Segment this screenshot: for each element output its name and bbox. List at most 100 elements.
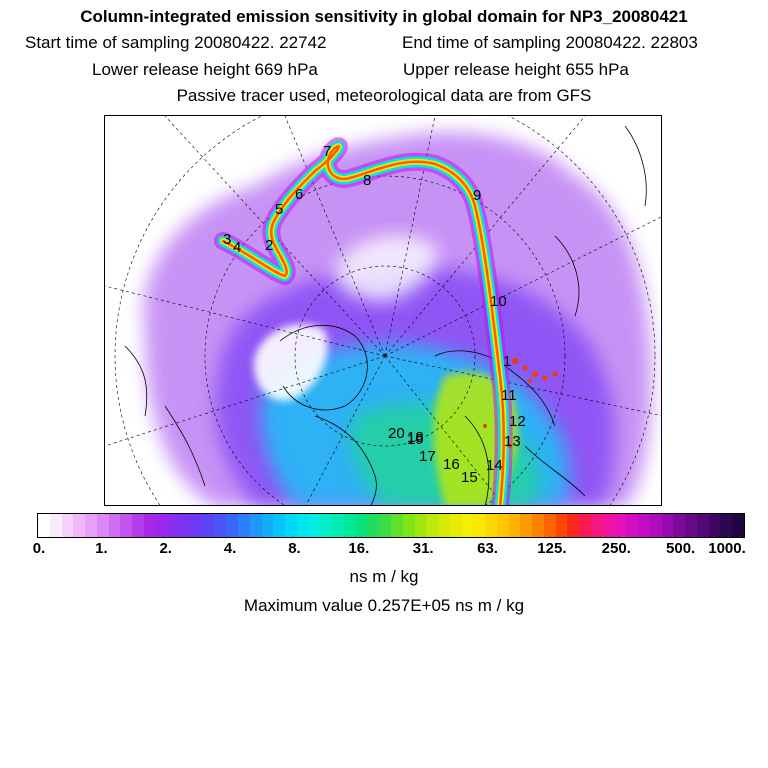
sensitivity-field xyxy=(143,132,652,505)
colorbar-segment xyxy=(96,514,109,537)
colorbar-segment xyxy=(685,514,697,537)
trajectory-label: 17 xyxy=(419,448,436,465)
maximum-value-label: Maximum value 0.257E+05 ns m / kg xyxy=(243,596,525,615)
colorbar-tick-label: 31. xyxy=(412,540,434,557)
colorbar-tick-label: 1000. xyxy=(708,540,746,557)
colorbar-segment xyxy=(202,514,215,537)
colorbar-segment xyxy=(132,514,144,537)
colorbar-segment xyxy=(108,514,121,537)
colorbar-segment xyxy=(626,514,639,537)
colorbar-tick-label: 2. xyxy=(159,540,172,557)
start-time-label: Start time of sampling 20080422. 22742 xyxy=(25,33,327,52)
colorbar-segment xyxy=(496,514,509,537)
colorbar-segment xyxy=(61,514,74,537)
colorbar-segment xyxy=(673,514,686,537)
colorbar-segment xyxy=(120,514,133,537)
colorbar-segment xyxy=(590,514,603,537)
colorbar-segment xyxy=(720,514,733,537)
colorbar-segment xyxy=(567,514,580,537)
colorbar-tick-label: 8. xyxy=(288,540,301,557)
trajectory-label: 1 xyxy=(503,353,511,370)
colorbar-segment xyxy=(49,514,62,537)
colorbar-segment xyxy=(85,514,97,537)
colorbar-segment xyxy=(249,514,262,537)
colorbar-segment xyxy=(179,514,191,537)
colorbar-segment xyxy=(226,514,239,537)
colorbar-segment xyxy=(38,514,50,537)
colorbar-segment xyxy=(167,514,180,537)
colorbar-segment xyxy=(661,514,674,537)
release-points xyxy=(483,358,558,448)
colorbar-segment xyxy=(214,514,227,537)
trajectory-label: 4 xyxy=(233,239,241,256)
colorbar-segment xyxy=(379,514,391,537)
colorbar-segment xyxy=(155,514,168,537)
colorbar-segment xyxy=(473,514,486,537)
colorbar-segment xyxy=(579,514,591,537)
colorbar-segment xyxy=(390,514,403,537)
colorbar-segment xyxy=(190,514,203,537)
colorbar-segment xyxy=(285,514,297,537)
colorbar-segment xyxy=(696,514,709,537)
map-title: Column-integrated emission sensitivity i… xyxy=(80,7,688,26)
trajectory-label: 8 xyxy=(363,172,371,189)
trajectory-label: 20 xyxy=(388,425,405,442)
colorbar-tick-label: 500. xyxy=(666,540,696,557)
upper-release-height-label: Upper release height 655 hPa xyxy=(403,60,629,79)
colorbar-segment xyxy=(438,514,450,537)
end-time-label: End time of sampling 20080422. 22803 xyxy=(402,33,698,52)
colorbar-segment xyxy=(296,514,309,537)
trajectory-label: 19 xyxy=(407,431,424,448)
trajectory-label: 18 xyxy=(407,429,424,446)
colorbar-segment xyxy=(520,514,533,537)
colorbar-segment xyxy=(73,514,86,537)
colorbar-segment xyxy=(308,514,321,537)
trajectory-label: 11 xyxy=(501,387,517,404)
colorbar-segment xyxy=(614,514,627,537)
trajectory-label: 9 xyxy=(473,187,481,204)
colorbar-segment xyxy=(261,514,274,537)
colorbar-segment xyxy=(649,514,662,537)
tracer-note: Passive tracer used, meteorological data… xyxy=(176,86,592,105)
colorbar-segment xyxy=(485,514,497,537)
coastlines xyxy=(124,125,647,505)
colorbar-segment xyxy=(332,514,344,537)
trajectory-label: 16 xyxy=(443,456,460,473)
colorbar-segment xyxy=(402,514,415,537)
colorbar-segment xyxy=(602,514,615,537)
colorbar-segment xyxy=(638,514,650,537)
trajectory-ribbon xyxy=(214,137,513,505)
trajectory-label: 3 xyxy=(223,231,231,248)
colorbar-segment xyxy=(708,514,721,537)
colorbar-segment xyxy=(143,514,156,537)
colorbar-segment xyxy=(449,514,462,537)
trajectory-label: 5 xyxy=(275,201,283,218)
trajectory-label: 12 xyxy=(509,413,526,430)
trajectory-label: 15 xyxy=(461,469,478,486)
lower-release-height-label: Lower release height 669 hPa xyxy=(92,60,318,79)
colorbar-segment xyxy=(367,514,380,537)
emission-sensitivity-map: 1 2 3 4 5 6 7 8 9 10 11 12 13 14 15 16 1… xyxy=(104,115,662,506)
trajectory-label: 10 xyxy=(490,293,507,310)
colorbar-segment xyxy=(273,514,286,537)
trajectory-label: 6 xyxy=(295,186,303,203)
trajectory-labels: 1 2 3 4 5 6 7 8 9 10 11 12 13 14 15 16 1… xyxy=(223,143,526,486)
colorbar-segment xyxy=(238,514,250,537)
colorbar-segment xyxy=(355,514,368,537)
colorbar-tick-label: 16. xyxy=(348,540,370,557)
trajectory-label: 14 xyxy=(486,457,503,474)
trajectory-label: 7 xyxy=(323,143,331,160)
colorbar-segment xyxy=(414,514,427,537)
colorbar-tick-label: 4. xyxy=(223,540,237,557)
colorbar-tick-label: 1. xyxy=(95,540,108,557)
colorbar-segment xyxy=(508,514,521,537)
colorbar-segment xyxy=(732,514,744,537)
colorbar-units: ns m / kg xyxy=(349,567,419,586)
colorbar xyxy=(37,513,745,538)
colorbar-tick-label: 125. xyxy=(537,540,567,557)
colorbar-tick-label: 0. xyxy=(32,540,46,557)
colorbar-segment xyxy=(555,514,568,537)
colorbar-segment xyxy=(343,514,356,537)
colorbar-segment xyxy=(532,514,544,537)
colorbar-segment xyxy=(543,514,556,537)
